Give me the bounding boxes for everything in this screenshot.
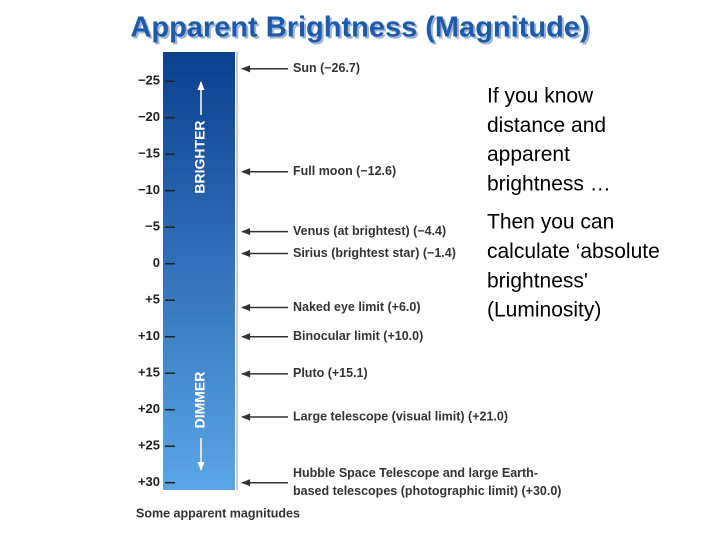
title-shadow: Apparent Brightness (Magnitude) <box>132 14 591 46</box>
note-text: brightness … <box>487 172 611 195</box>
y-tick-label: +15 <box>138 365 160 380</box>
y-tick-label: −5 <box>145 219 160 234</box>
annotation-label: Sirius (brightest star) (−1.4) <box>293 246 456 260</box>
annotation-label: Large telescope (visual limit) (+21.0) <box>293 409 508 423</box>
y-tick-label: +20 <box>138 401 160 416</box>
note-text: calculate ‘absolute <box>487 240 660 263</box>
caption: Some apparent magnitudes <box>136 506 300 520</box>
annotation-label: Pluto (+15.1) <box>293 366 368 380</box>
axis-label: BRIGHTER <box>192 120 208 193</box>
slide-title: Apparent Brightness (Magnitude) <box>130 12 589 44</box>
annotation-label: based telescopes (photographic limit) (+… <box>293 484 561 498</box>
note-text: (Luminosity) <box>487 299 601 322</box>
y-tick-label: +25 <box>138 438 160 453</box>
annotation-label: Full moon (−12.6) <box>293 164 396 178</box>
y-tick-label: −15 <box>138 146 160 161</box>
y-tick-label: −25 <box>138 73 160 88</box>
note-text: Then you can <box>487 211 614 234</box>
y-tick-label: +5 <box>145 292 160 307</box>
note-text: apparent <box>487 143 570 166</box>
y-tick-label: −20 <box>138 109 160 124</box>
axis-label: DIMMER <box>192 372 208 429</box>
y-tick-label: +30 <box>138 474 160 489</box>
annotation-label: Venus (at brightest) (−4.4) <box>293 224 446 238</box>
annotation-label: Hubble Space Telescope and large Earth- <box>293 466 538 480</box>
y-tick-label: 0 <box>153 255 160 270</box>
annotation-label: Naked eye limit (+6.0) <box>293 300 421 314</box>
note-text: distance and <box>487 114 606 137</box>
note-text: brightness' <box>487 269 588 292</box>
annotation-label: Sun (−26.7) <box>293 61 360 75</box>
magnitude-bar <box>163 52 235 490</box>
y-tick-label: −10 <box>138 182 160 197</box>
y-tick-label: +10 <box>138 328 160 343</box>
note-text: If you know <box>487 85 594 108</box>
annotation-label: Binocular limit (+10.0) <box>293 329 423 343</box>
